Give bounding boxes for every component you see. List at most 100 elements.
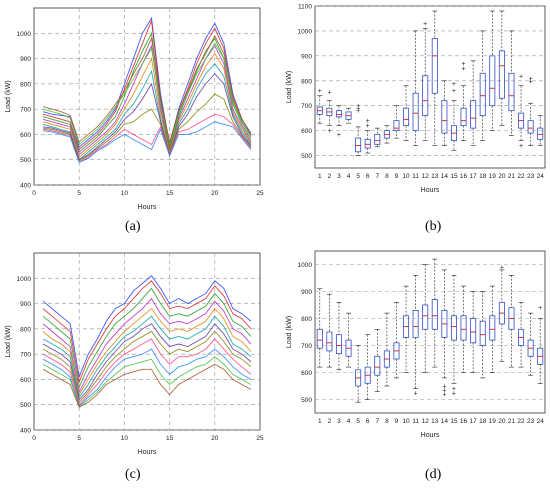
- x-tick-label: 18: [479, 418, 487, 425]
- box-hour-18: [479, 320, 486, 346]
- x-tick-label: 7: [375, 418, 379, 425]
- x-tick-label: 6: [366, 173, 370, 180]
- series-line-2: [42, 20, 252, 151]
- box-hour-21: [508, 72, 515, 112]
- chart-panel-a: Hours Load (kW) 400 500 600 700 800 900 1000 0 5 10…: [0, 0, 275, 215]
- x-tick-label: 9: [395, 173, 399, 180]
- x-tick-label: 3: [337, 418, 341, 425]
- box-hour-20: [498, 50, 505, 99]
- box-hour-2: [326, 107, 333, 117]
- x-tick-label: 7: [375, 173, 379, 180]
- outlier-marker: +: [423, 21, 427, 28]
- x-tick-label: 9: [395, 418, 399, 425]
- outlier-marker: +: [519, 73, 523, 80]
- box-hour-19: [489, 55, 496, 107]
- outlier-marker: +: [452, 88, 456, 95]
- box-hour-16: [460, 107, 467, 127]
- x-tick-label: 20: [211, 435, 219, 442]
- x-tick-label: 15: [166, 435, 174, 442]
- x-tick-label: 14: [441, 173, 449, 180]
- box-hour-3: [335, 110, 342, 118]
- x-axis-label: Hours: [138, 449, 157, 456]
- box-hour-18: [479, 72, 486, 117]
- x-tick-label: 25: [256, 190, 264, 197]
- y-tick-label: 800: [20, 81, 31, 88]
- box-hour-9: [393, 120, 400, 132]
- x-tick-label: 24: [537, 418, 545, 425]
- box-hour-15: [450, 315, 457, 341]
- series-line-12: [42, 363, 252, 408]
- y-tick-label: 500: [20, 157, 31, 164]
- outlier-marker: +: [529, 76, 533, 83]
- y-tick-label: 400: [20, 183, 31, 190]
- x-axis-label: Hours: [421, 432, 440, 439]
- outlier-marker: +: [452, 81, 456, 88]
- x-tick-label: 19: [489, 418, 497, 425]
- x-tick-label: 13: [431, 173, 439, 180]
- outlier-marker: +: [337, 132, 341, 139]
- panel-label-c: (c): [125, 467, 141, 482]
- x-tick-label: 23: [527, 418, 535, 425]
- series-line-3: [42, 31, 252, 153]
- x-tick-label: 0: [32, 435, 36, 442]
- series-line-5: [42, 307, 252, 396]
- box-hour-7: [374, 133, 381, 145]
- x-tick-label: 23: [527, 173, 535, 180]
- outlier-marker: +: [356, 106, 360, 113]
- box-hour-1: [316, 328, 323, 349]
- box-hour-6: [364, 138, 371, 149]
- y-tick-label: 800: [301, 78, 312, 85]
- outlier-marker: +: [538, 305, 542, 312]
- x-tick-label: 10: [402, 418, 410, 425]
- outlier-marker: +: [327, 89, 331, 96]
- series-line-1: [42, 16, 252, 148]
- series-line-6: [42, 315, 252, 399]
- outlier-marker: +: [356, 103, 360, 110]
- x-tick-label: 16: [460, 173, 468, 180]
- x-tick-label: 10: [121, 435, 129, 442]
- y-axis-label: Load (kW): [286, 316, 293, 348]
- box-hour-13: [431, 38, 438, 94]
- outlier-marker: +: [500, 265, 504, 272]
- y-tick-label: 600: [20, 377, 31, 384]
- y-tick-label: 500: [301, 397, 312, 404]
- plot-area: [33, 7, 261, 186]
- line-chart-a: Hours Load (kW) 400 500 600 700 800 900 1000 0 5 10…: [5, 7, 264, 211]
- x-axis-label: Hours: [421, 187, 440, 194]
- x-tick-label: 14: [441, 418, 449, 425]
- series-line-7: [42, 323, 252, 401]
- box-hour-7: [374, 355, 381, 376]
- y-tick-label: 1000: [17, 31, 32, 38]
- x-tick-label: 2: [328, 173, 332, 180]
- y-tick-label: 1000: [298, 28, 313, 35]
- outlier-marker: +: [519, 143, 523, 150]
- x-tick-label: 11: [412, 173, 419, 180]
- outlier-marker: +: [327, 128, 331, 135]
- outlier-marker: +: [452, 390, 456, 397]
- x-tick-label: 24: [537, 173, 545, 180]
- box-hour-13: [431, 299, 438, 330]
- y-axis-label: Load (kW): [286, 71, 293, 103]
- x-tick-label: 21: [508, 173, 516, 180]
- x-tick-label: 10: [121, 190, 129, 197]
- y-axis-label: Load (kW): [5, 80, 12, 112]
- outlier-marker: +: [461, 61, 465, 68]
- series-line-11: [42, 42, 252, 147]
- outlier-marker: +: [442, 384, 446, 391]
- y-tick-label: 1000: [17, 276, 32, 283]
- x-tick-label: 2: [328, 418, 332, 425]
- x-tick-label: 5: [356, 173, 360, 180]
- outlier-marker: +: [414, 390, 418, 397]
- y-tick-label: 600: [301, 370, 312, 377]
- x-tick-label: 15: [166, 190, 174, 197]
- y-tick-label: 700: [20, 107, 31, 114]
- box-hour-3: [335, 334, 342, 354]
- x-tick-label: 20: [211, 190, 219, 197]
- x-tick-label: 21: [508, 418, 516, 425]
- box-hour-10: [403, 107, 410, 127]
- y-tick-label: 600: [20, 132, 31, 139]
- x-tick-label: 1: [318, 418, 322, 425]
- box-hour-2: [326, 331, 333, 352]
- outlier-marker: +: [318, 88, 322, 95]
